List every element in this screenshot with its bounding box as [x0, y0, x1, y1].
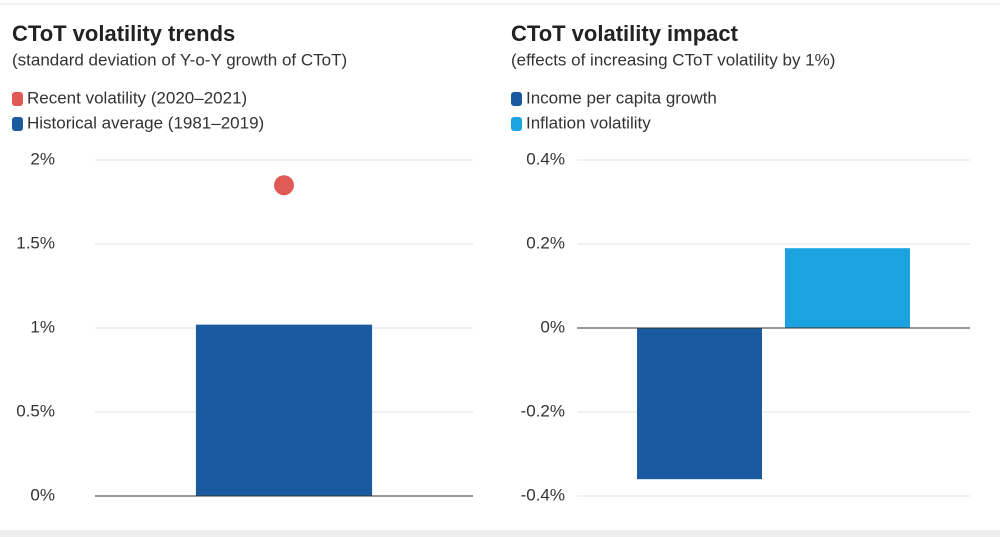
y-tick-label: 1.5% — [16, 233, 55, 252]
chart-title: CToT volatility trends — [12, 21, 235, 46]
legend-label: Recent volatility (2020–2021) — [27, 88, 247, 107]
y-tick-label: 0.4% — [526, 149, 565, 168]
chart-subtitle: (standard deviation of Y-o-Y growth of C… — [12, 50, 347, 69]
legend-label: Income per capita growth — [526, 88, 717, 107]
y-tick-label: 2% — [30, 149, 55, 168]
bar — [785, 248, 910, 328]
legend-swatch — [12, 92, 23, 106]
y-tick-label: 0.2% — [526, 233, 565, 252]
bar — [195, 324, 373, 496]
chart-subtitle: (effects of increasing CToT volatility b… — [511, 50, 835, 69]
legend-swatch — [511, 92, 522, 106]
legend-swatch — [12, 117, 23, 131]
bar — [637, 328, 762, 480]
y-tick-label: 0.5% — [16, 401, 55, 420]
y-tick-label: 0% — [540, 317, 565, 336]
legend-label: Inflation volatility — [526, 113, 651, 132]
legend-label: Historical average (1981–2019) — [27, 113, 264, 132]
chart-title: CToT volatility impact — [511, 21, 739, 46]
bottom-strip — [0, 530, 1000, 537]
legend-swatch — [511, 117, 522, 131]
y-tick-label: -0.4% — [521, 485, 565, 504]
y-tick-label: -0.2% — [521, 401, 565, 420]
dot — [274, 175, 294, 196]
y-tick-label: 1% — [30, 317, 55, 336]
y-tick-label: 0% — [30, 485, 55, 504]
